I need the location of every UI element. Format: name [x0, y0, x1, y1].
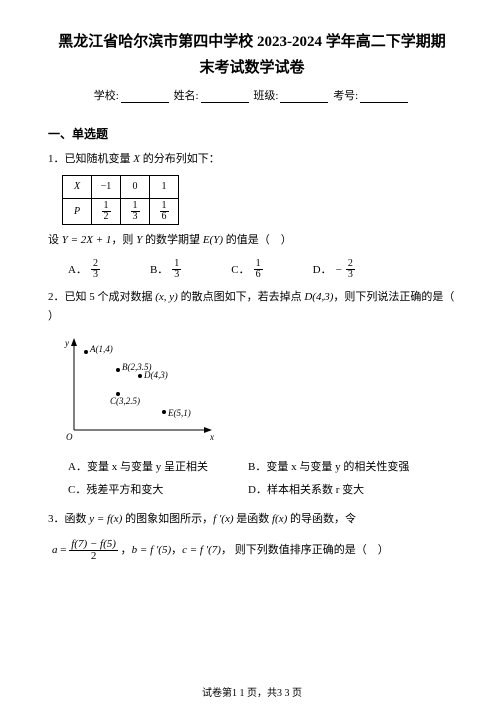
q1-t-h3: 1 — [150, 175, 179, 198]
section-heading: 一、单选题 — [48, 125, 456, 142]
q1-mid-c: 的数学期望 — [142, 234, 203, 246]
q3-formula-line: a = f(7) − f(5) 2 ，b = f ′(5)，c = f ′(7)… — [52, 539, 456, 562]
pt-c: C(3,2.5) — [110, 392, 140, 406]
q3-stem-b: 的图象如图所示， — [122, 513, 213, 525]
q1-dist-table: X −1 0 1 P 12 13 16 — [62, 175, 179, 225]
title-line-1: 黑龙江省哈尔滨市第四中学校 2023-2024 学年高二下学期期 — [48, 30, 456, 56]
q1-mid-d: 的值是（ ） — [223, 234, 292, 246]
q1-d-neg: − — [336, 261, 342, 280]
q1-t-h0: X — [63, 175, 92, 198]
q1-t-p2: 13 — [121, 198, 150, 224]
q1-opt-d: D． −23 — [313, 259, 355, 280]
q1-a-d: 3 — [91, 270, 100, 280]
q1-p1-d: 2 — [102, 212, 111, 222]
q3-frac-d: 2 — [69, 551, 118, 562]
footer-text: 试卷第1 1 页，共3 3 页 — [202, 688, 302, 699]
title-line-2: 末考试数学试卷 — [48, 56, 456, 82]
q1-opt-a: A． 23 — [68, 259, 100, 280]
q1-c-label: C． — [231, 261, 249, 280]
q1-mid-eq: Y = 2X + 1 — [62, 234, 112, 246]
q1-mid-a: 设 — [48, 234, 62, 246]
label-school: 学校: — [94, 90, 119, 102]
q3-eq1: y = f(x) — [89, 513, 122, 525]
q1-b-d: 3 — [172, 270, 181, 280]
label-examno: 考号: — [333, 90, 358, 102]
q3-a-var: a — [52, 544, 58, 556]
meta-row: 学校: 姓名: 班级: 考号: — [48, 87, 456, 103]
q3-eq3: f(x) — [272, 513, 287, 525]
q1-c-d: 6 — [254, 270, 263, 280]
pt-a-label: A(1,4) — [89, 344, 113, 354]
q2-opt-c: C．残差平方和变大 — [68, 479, 248, 502]
blank-name — [201, 90, 249, 103]
q2-stem-d: ） — [48, 307, 456, 326]
q2-stem-var: (x, y) — [155, 291, 178, 303]
q2-options: A．变量 x 与变量 y 呈正相关 B．变量 x 与变量 y 的相关性变强 C．… — [68, 456, 456, 501]
q2-stem-pt: D(4,3) — [304, 291, 333, 303]
q2-opt-b: B．变量 x 与变量 y 的相关性变强 — [248, 456, 428, 479]
q1-opt-c: C． 16 — [231, 259, 262, 280]
q1-stem-a: 1．已知随机变量 — [48, 153, 133, 165]
q1-t-h1: −1 — [92, 175, 121, 198]
o-label: O — [66, 432, 73, 442]
q1-d-d: 3 — [346, 270, 355, 280]
q1-a-label: A． — [68, 261, 87, 280]
scatter-svg: y x O A(1,4) B(2,3.5) D(4,3) — [62, 334, 222, 444]
q1-options: A． 23 B． 13 C． 16 D． −23 — [68, 259, 456, 280]
q2-stem-a: 2．已知 5 个成对数据 — [48, 291, 155, 303]
q3-stem-d: 的导函数，令 — [287, 513, 356, 525]
q3-stem-c: 是函数 — [234, 513, 273, 525]
question-2: 2．已知 5 个成对数据 (x, y) 的散点图如下，若去掉点 D(4,3)，则… — [48, 288, 456, 501]
q1-p3-d: 6 — [160, 212, 169, 222]
q1-mid-expr: E(Y) — [203, 234, 223, 246]
q3-b: b = f ′(5) — [132, 544, 171, 556]
blank-examno — [360, 90, 408, 103]
q1-t-p: P — [63, 198, 92, 224]
q3-stem-a: 3．函数 — [48, 513, 89, 525]
q3-frac-n: f(7) − f(5) — [69, 539, 118, 551]
question-1: 1．已知随机变量 X 的分布列如下： X −1 0 1 P 12 13 16 设… — [48, 150, 456, 280]
label-name: 姓名: — [174, 90, 199, 102]
q1-d-label: D． — [313, 261, 332, 280]
q1-t-p3: 16 — [150, 198, 179, 224]
q2-stem-c: ，则下列说法正确的是（ — [333, 291, 454, 303]
q2-opt-a: A．变量 x 与变量 y 呈正相关 — [68, 456, 248, 479]
q1-var-x: X — [133, 153, 140, 165]
pt-e: E(5,1) — [162, 408, 191, 418]
q3-tail: 则下列数值排序正确的是（ ） — [235, 544, 389, 556]
pt-a: A(1,4) — [84, 344, 113, 354]
q2-opt-d: D．样本相关系数 r 变大 — [248, 479, 428, 502]
pt-c-label: C(3,2.5) — [110, 396, 140, 406]
exam-page: 黑龙江省哈尔滨市第四中学校 2023-2024 学年高二下学期期 末考试数学试卷… — [0, 0, 504, 713]
pt-d-label: D(4,3) — [143, 370, 168, 380]
q1-t-h2: 0 — [121, 175, 150, 198]
q1-p2-d: 3 — [131, 212, 140, 222]
question-3: 3．函数 y = f(x) 的图象如图所示，f ′(x) 是函数 f(x) 的导… — [48, 510, 456, 562]
y-label: y — [64, 338, 69, 348]
blank-school — [121, 90, 169, 103]
q1-mid: 设 Y = 2X + 1，则 Y 的数学期望 E(Y) 的值是（ ） — [48, 231, 456, 250]
page-footer: 试卷第1 1 页，共3 3 页 — [0, 684, 504, 699]
q3-c: c = f ′(7) — [182, 544, 221, 556]
y-arrow — [71, 338, 77, 346]
x-label: x — [209, 432, 214, 442]
label-class: 班级: — [253, 90, 278, 102]
q1-t-p1: 12 — [92, 198, 121, 224]
q1-mid-b: ，则 — [111, 234, 136, 246]
q1-opt-b: B． 13 — [150, 259, 181, 280]
pt-e-label: E(5,1) — [167, 408, 191, 418]
q2-scatter: y x O A(1,4) B(2,3.5) D(4,3) — [62, 334, 456, 451]
q2-stem-b: 的散点图如下，若去掉点 — [178, 291, 305, 303]
q3-eq2: f ′(x) — [213, 513, 233, 525]
blank-class — [280, 90, 328, 103]
q1-stem-b: 的分布列如下： — [140, 153, 220, 165]
q1-b-label: B． — [150, 261, 168, 280]
